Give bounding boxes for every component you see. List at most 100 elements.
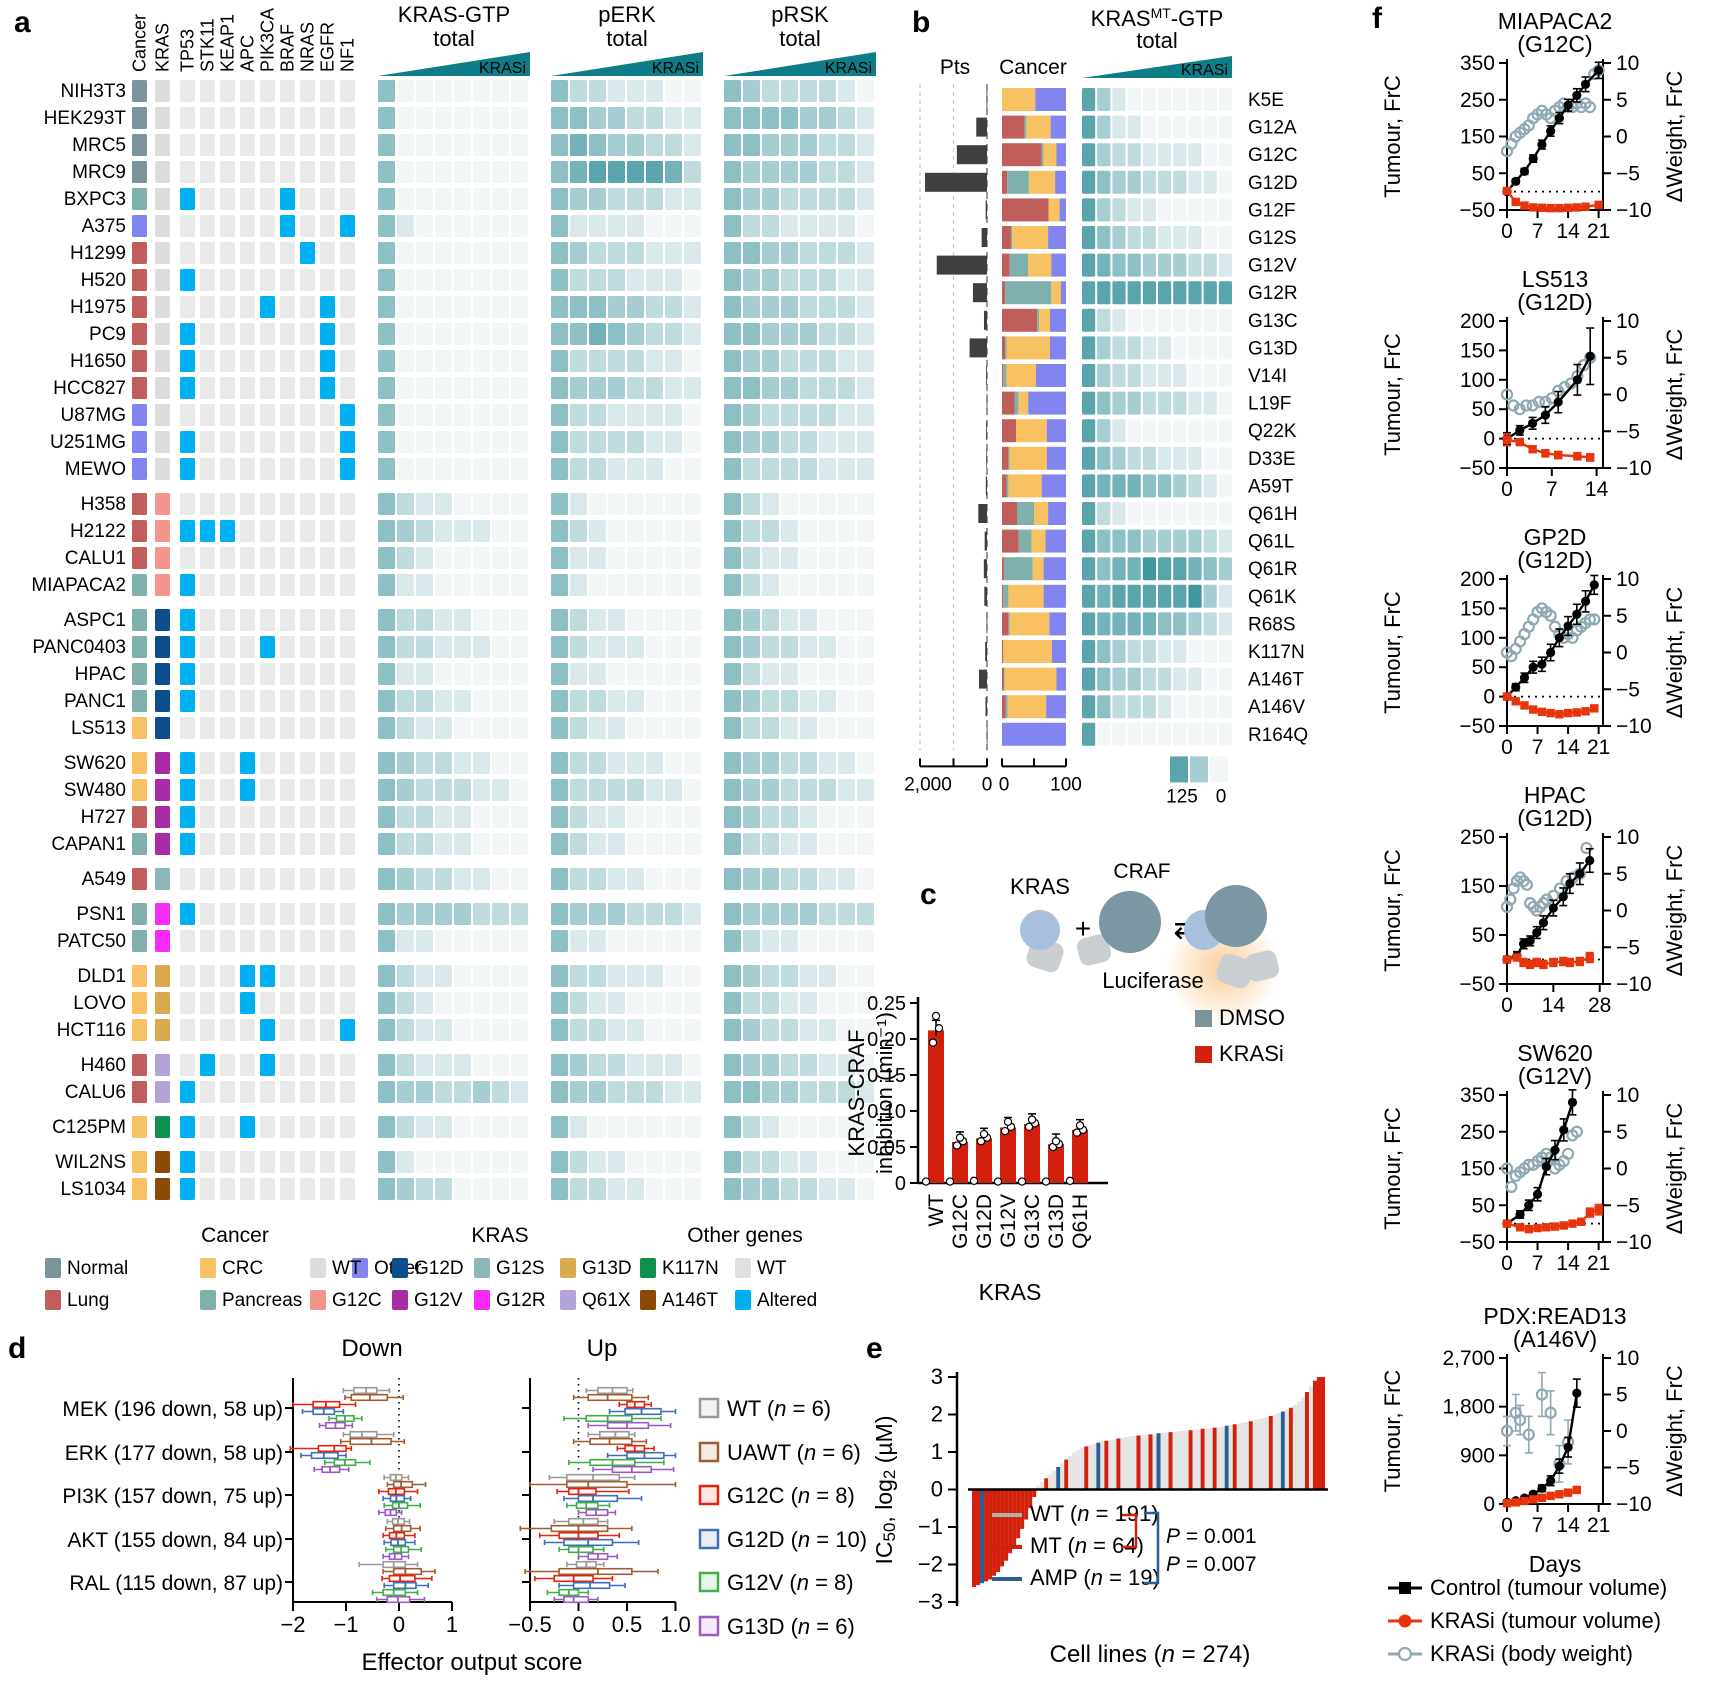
heat-cell	[492, 690, 509, 712]
circle-shape	[1563, 621, 1573, 631]
gene-cell-STK11	[200, 269, 215, 291]
heat-cell	[646, 323, 663, 345]
heat-cell	[378, 215, 395, 237]
gene-cell-TP53	[180, 1116, 195, 1138]
heat-cell	[857, 717, 874, 739]
x-tick-label: G12D	[973, 1194, 996, 1249]
legend-label: G12D	[414, 1258, 464, 1279]
heat-cell	[492, 493, 509, 515]
box-UAWT	[339, 1437, 406, 1446]
x-tick-label: WT	[925, 1194, 948, 1227]
heat-cell	[627, 992, 644, 1014]
tspan-shape: P	[1166, 1525, 1180, 1548]
heat-cell	[473, 992, 490, 1014]
heat-cell	[838, 690, 855, 712]
cancer-cell	[132, 1054, 147, 1076]
legend-swatch	[640, 1258, 656, 1278]
heat-cell	[800, 574, 817, 596]
legend-swatch	[474, 1290, 490, 1310]
replicate-point	[976, 1137, 986, 1146]
heat-cell	[378, 161, 395, 183]
kras-cell	[155, 134, 170, 156]
gene-cell-BRAF	[280, 1151, 295, 1173]
heat-cell	[589, 350, 606, 372]
legend-label: G12V	[414, 1290, 463, 1311]
gene-cell-KEAP1	[220, 663, 235, 685]
gene-cell-PIK3CA	[260, 1019, 275, 1041]
mutation-row-K5E: K5E	[986, 88, 1284, 111]
gene-cell-EGFR	[320, 404, 335, 426]
heat-cell	[857, 574, 874, 596]
circle-shape	[1507, 399, 1520, 412]
cancer-cell	[132, 690, 147, 712]
circle-series	[1502, 847, 1595, 965]
cell-line-bar	[1112, 1439, 1117, 1490]
legend-label: WT (n = 191)	[1030, 1501, 1159, 1526]
legend-label: DMSO	[1219, 1005, 1285, 1030]
heat-cell	[857, 992, 874, 1014]
gene-cell-NF1	[340, 1178, 355, 1200]
heat-cell	[435, 717, 452, 739]
cell-line-bar	[1168, 1432, 1173, 1490]
gene-cell-EGFR	[320, 107, 335, 129]
gene-cell-NF1	[340, 188, 355, 210]
heat-cell	[378, 717, 395, 739]
heat-cell	[1097, 667, 1111, 691]
gene-cell-NRAS	[300, 188, 315, 210]
heat-cell	[762, 992, 779, 1014]
gene-cell-NF1	[340, 134, 355, 156]
x-tick-label: 1.0	[660, 1612, 691, 1637]
gene-cell-TP53	[180, 458, 195, 480]
heat-cell	[646, 242, 663, 264]
right-tick-label: −10	[1616, 457, 1652, 480]
replicate-point	[934, 1023, 944, 1033]
gene-cell-NF1	[340, 161, 355, 183]
heat-cell	[1203, 584, 1217, 608]
heat-cell	[473, 636, 490, 658]
heat-cell	[800, 806, 817, 828]
tspan-shape: , log	[871, 1479, 897, 1522]
gene-cell-NRAS	[300, 717, 315, 739]
heat-cell	[473, 547, 490, 569]
gene-cell-EGFR	[320, 188, 335, 210]
heat-cell	[378, 1151, 395, 1173]
heat-cell	[1173, 446, 1187, 470]
heat-cell	[608, 1178, 625, 1200]
gene-cell-APC	[240, 779, 255, 801]
heat-cell	[1127, 612, 1141, 636]
heat-cell	[608, 547, 625, 569]
gene-cell-KEAP1	[220, 431, 235, 453]
heat-cell	[684, 520, 701, 542]
cancer-cell	[132, 636, 147, 658]
pts-header: Pts	[940, 56, 970, 79]
gene-cell-BRAF	[280, 903, 295, 925]
heat-cell	[1188, 253, 1202, 277]
heat-cell	[492, 134, 509, 156]
gene-cell-TP53	[180, 404, 195, 426]
heat-cell	[838, 80, 855, 102]
gene-cell-KEAP1	[220, 806, 235, 828]
gene-cell-TP53	[180, 1178, 195, 1200]
circle-shape	[1588, 613, 1601, 626]
x-tick-label: 14	[1556, 220, 1580, 243]
kras-cell	[155, 547, 170, 569]
cancer-fraction-CRC	[1006, 364, 1036, 387]
heat-cell	[1097, 584, 1111, 608]
gene-cell-BRAF	[280, 609, 295, 631]
right-tick-label: 0	[1616, 642, 1628, 665]
heat-cell	[473, 323, 490, 345]
mutation-row-G12S: G12S	[981, 226, 1297, 249]
heat-cell	[473, 350, 490, 372]
heat-cell	[857, 458, 874, 480]
dmso-point	[945, 1177, 955, 1186]
heat-cell	[684, 752, 701, 774]
heat-cell	[454, 1151, 471, 1173]
heat-cell	[762, 636, 779, 658]
heat-cell	[473, 458, 490, 480]
gene-cell-NF1	[340, 609, 355, 631]
gene-cell-APC	[240, 520, 255, 542]
heat-cell	[1097, 391, 1111, 415]
cancer-fraction-Pancreas	[1017, 502, 1034, 525]
gene-cell-NRAS	[300, 1054, 315, 1076]
cancer-fraction-CRC	[1039, 308, 1050, 332]
